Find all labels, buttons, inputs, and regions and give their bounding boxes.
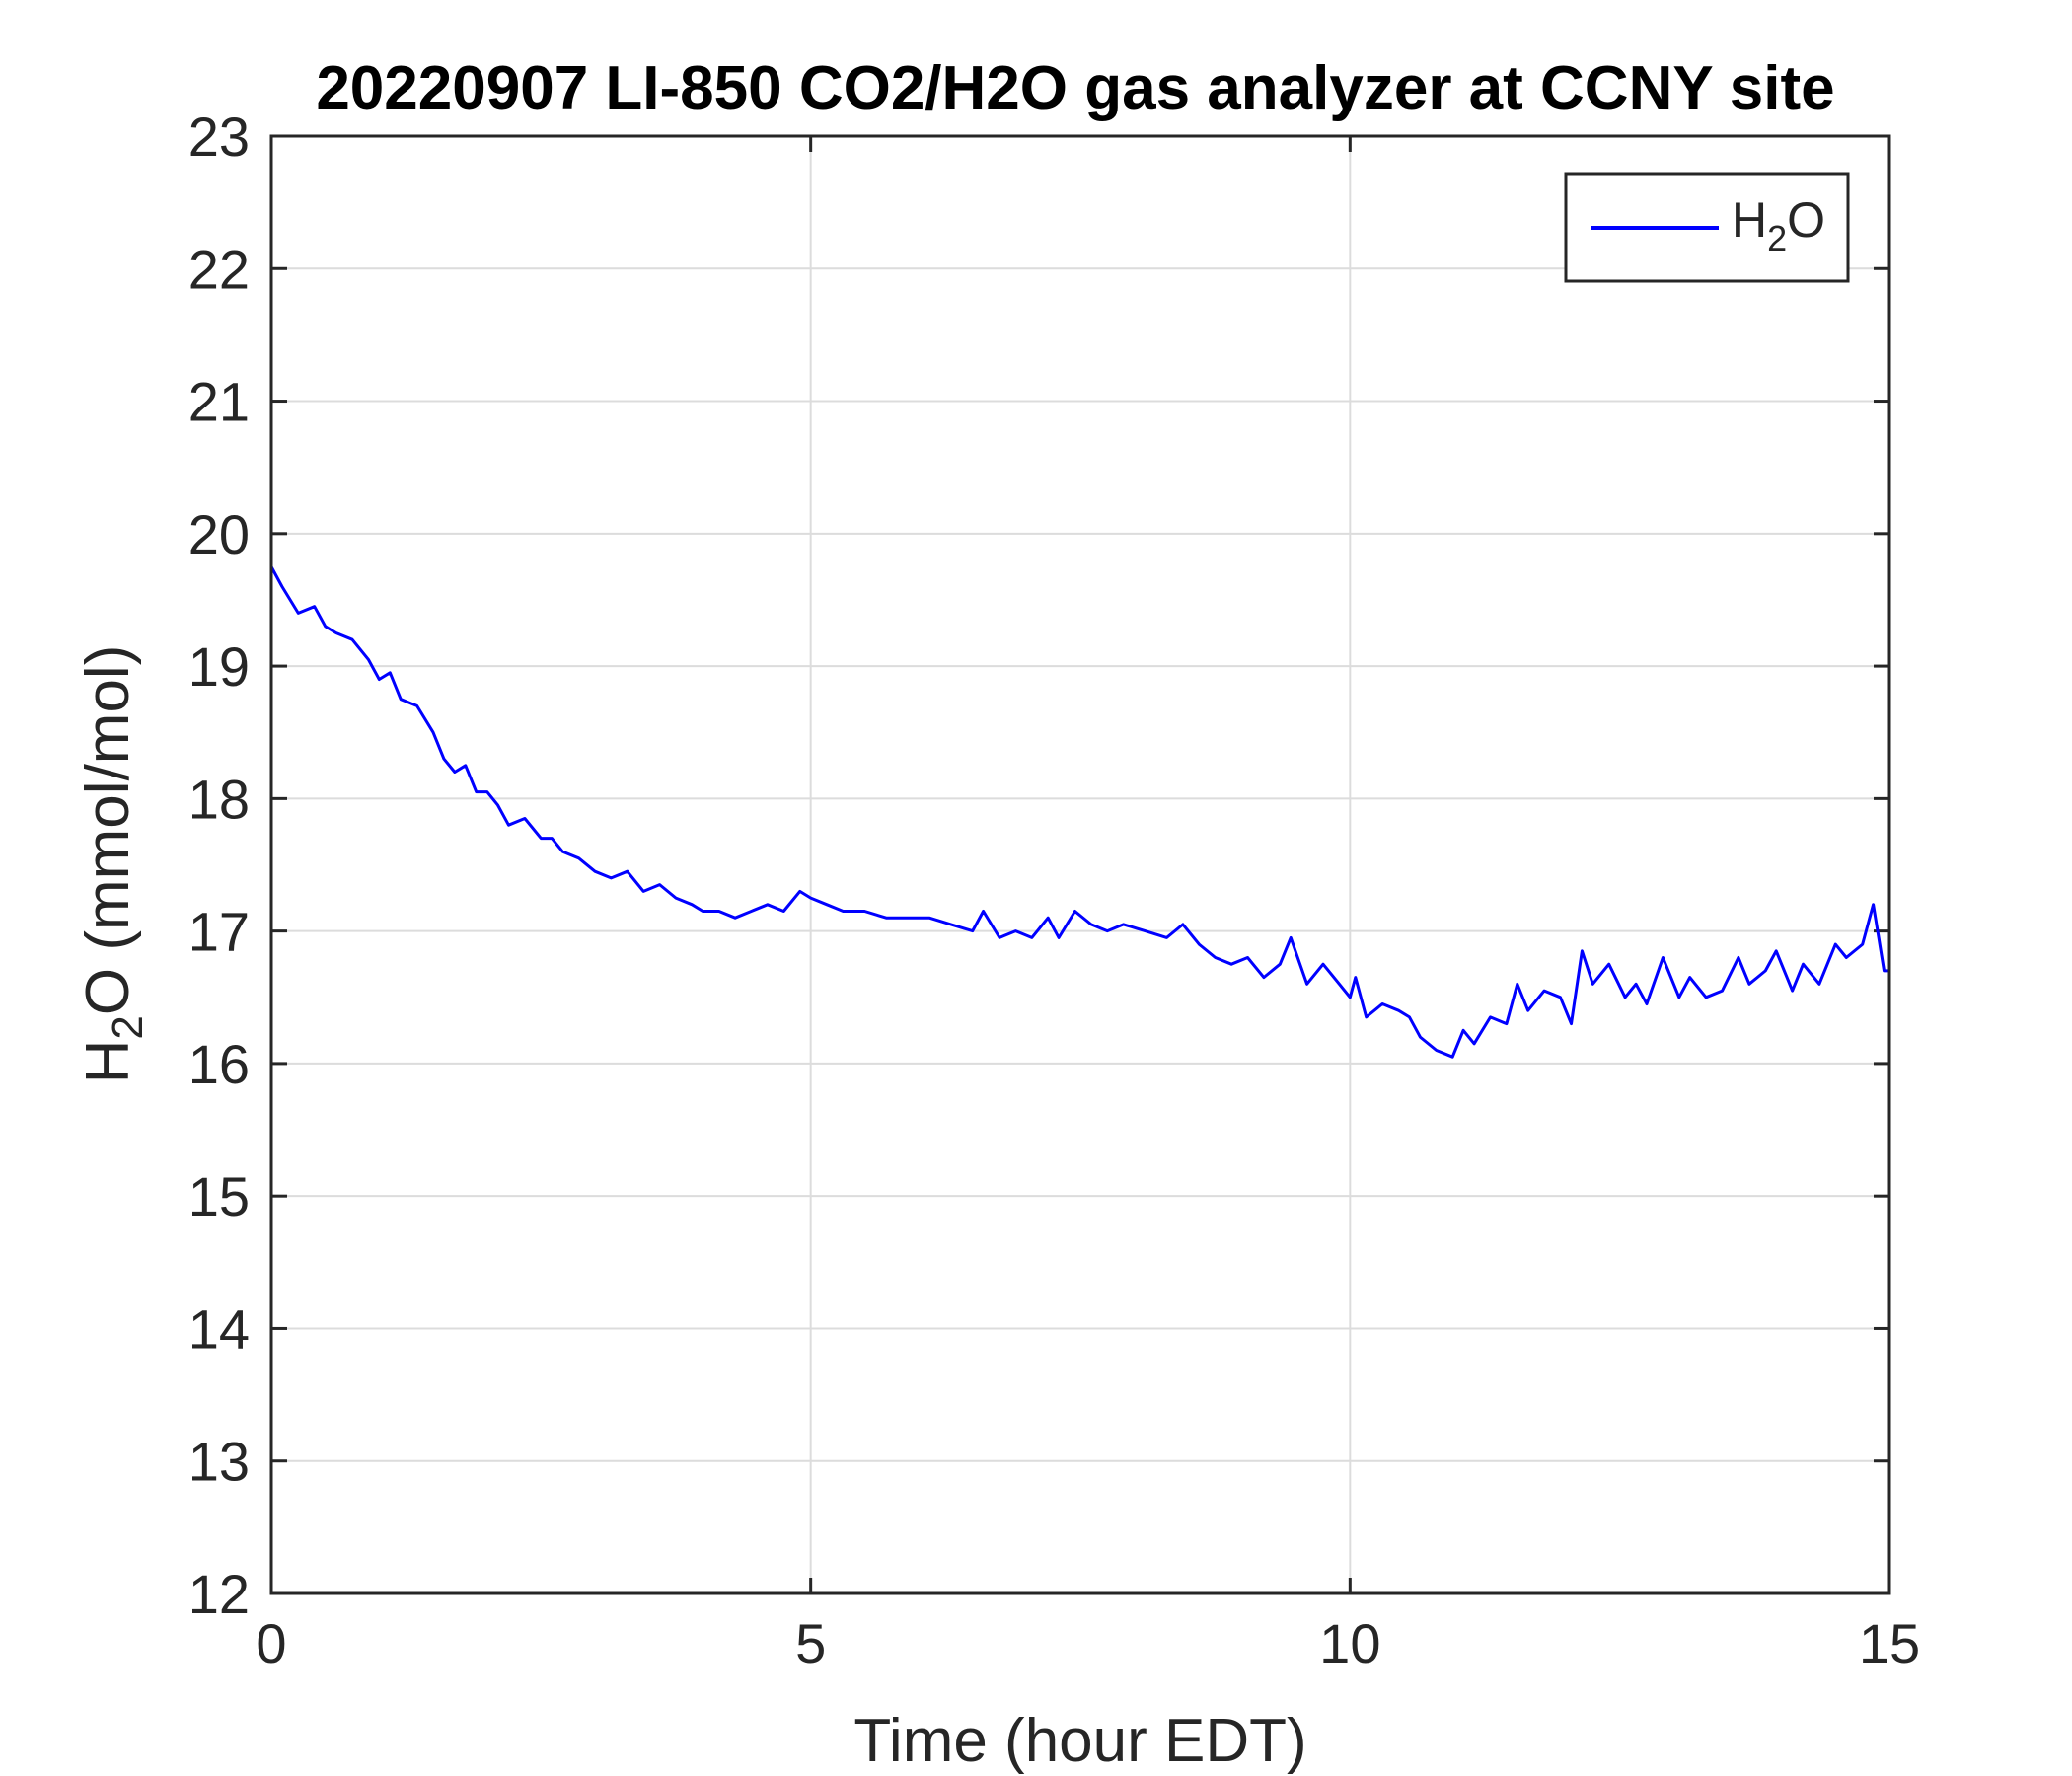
chart-title: 20220907 LI-850 CO2/H2O gas analyzer at …	[316, 54, 1834, 122]
y-tick-label: 19	[188, 635, 250, 698]
y-tick-label: 13	[188, 1431, 250, 1493]
series-layer	[269, 565, 1889, 1059]
y-tick-label: 23	[188, 106, 250, 168]
y-axis-label: H2O (mmol/mol)	[74, 645, 152, 1084]
legend: H2O	[1564, 172, 1850, 283]
x-tick-label: 15	[1859, 1612, 1920, 1674]
x-tick-label: 0	[256, 1612, 286, 1674]
legend-label-main: H	[1732, 192, 1767, 248]
plot-area	[269, 134, 1891, 1595]
legend-label-sub: 2	[1767, 218, 1787, 259]
legend-label-tail: O	[1787, 192, 1825, 248]
y-axis-label-main: H	[74, 1040, 142, 1084]
y-tick-label: 16	[188, 1033, 250, 1095]
y-axis-label-sub: 2	[104, 1015, 152, 1039]
y-tick-label: 18	[188, 768, 250, 830]
x-tick-labels: 0 5 10 15	[256, 1612, 1920, 1674]
y-tick-label: 20	[188, 503, 250, 565]
y-tick-label: 22	[188, 238, 250, 300]
plot-background	[271, 136, 1889, 1593]
y-tick-label: 12	[188, 1563, 250, 1625]
y-tick-label: 15	[188, 1165, 250, 1227]
legend-label: H2O	[1732, 192, 1825, 259]
y-tick-labels: 12 13 14 15 16 17 18 19 20 21 22 23	[188, 106, 250, 1625]
x-tick-label: 5	[795, 1612, 826, 1674]
y-tick-label: 17	[188, 901, 250, 963]
plot-frame	[269, 134, 1891, 1595]
y-tick-label: 21	[188, 371, 250, 433]
series-line-h2o	[269, 565, 1889, 1059]
y-axis-label-tail: O (mmol/mol)	[74, 645, 142, 1015]
y-tick-label: 14	[188, 1297, 250, 1360]
x-tick-label: 10	[1319, 1612, 1380, 1674]
x-axis-label: Time (hour EDT)	[853, 1707, 1306, 1775]
grid-lines	[271, 136, 1889, 1593]
